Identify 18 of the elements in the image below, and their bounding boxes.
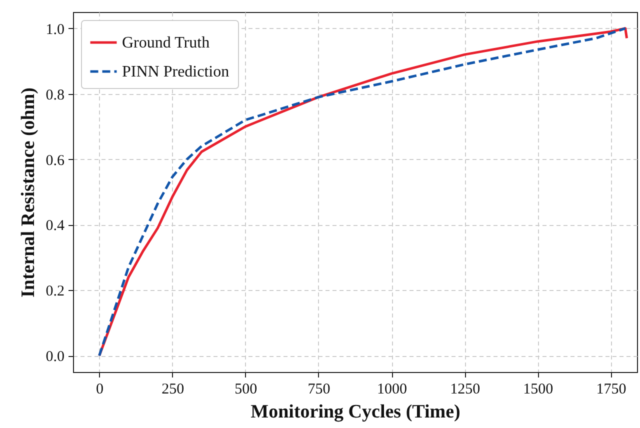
y-tick-label: 0.0 xyxy=(46,349,64,366)
x-tick-label: 1500 xyxy=(523,382,554,398)
y-tick-label: 0.4 xyxy=(46,218,65,234)
x-tick-label: 1250 xyxy=(450,382,480,398)
y-tick-label: 1.0 xyxy=(46,22,64,38)
x-tick-label: 750 xyxy=(308,382,330,398)
x-tick-label: 1000 xyxy=(377,382,408,398)
x-tick-label: 0 xyxy=(96,382,104,398)
y-tick-label: 0.8 xyxy=(46,87,64,104)
legend-label: Ground Truth xyxy=(122,34,210,52)
legend-label: PINN Prediction xyxy=(122,64,230,80)
x-tick-label: 250 xyxy=(162,382,184,398)
x-tick-label: 1750 xyxy=(596,382,626,398)
y-tick-label: 0.2 xyxy=(46,284,64,300)
y-axis-title: Internal Resistance (ohm) xyxy=(18,87,39,298)
x-axis-title: Monitoring Cycles (Time) xyxy=(250,402,460,422)
y-tick-label: 0.6 xyxy=(46,152,65,169)
x-tick-label: 500 xyxy=(234,382,258,398)
